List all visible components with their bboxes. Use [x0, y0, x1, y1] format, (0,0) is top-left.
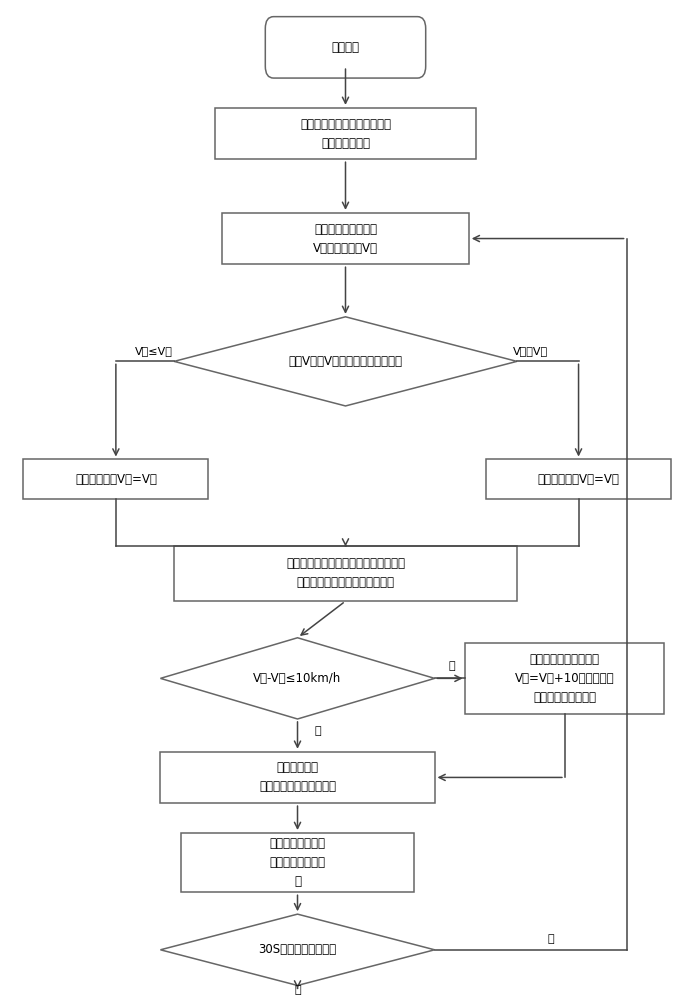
Bar	[486, 459, 671, 499]
Bar	[160, 752, 435, 803]
Text: 实时采集车辆运行状态信息与
路段能见度信息: 实时采集车辆运行状态信息与 路段能见度信息	[300, 118, 391, 150]
Bar	[216, 108, 475, 159]
Text: 否: 否	[448, 661, 455, 671]
Polygon shape	[174, 317, 517, 406]
Bar	[23, 459, 209, 499]
Text: 安全行驶车速V参=V均: 安全行驶车速V参=V均	[75, 473, 157, 486]
Text: 系统开始: 系统开始	[332, 41, 359, 54]
FancyBboxPatch shape	[265, 17, 426, 78]
Bar	[174, 546, 517, 601]
Text: 否: 否	[294, 985, 301, 995]
Text: 是: 是	[548, 934, 554, 944]
Text: V上-V下≤10km/h: V上-V下≤10km/h	[254, 672, 341, 685]
Text: 确定最佳车速
其值为优化后的参考车速: 确定最佳车速 其值为优化后的参考车速	[259, 761, 336, 793]
Text: 是: 是	[314, 726, 321, 736]
Bar	[466, 643, 664, 714]
Text: 优化上游路段参考车速
V上=V下+10；优化过程
中采取分步降速处理: 优化上游路段参考车速 V上=V下+10；优化过程 中采取分步降速处理	[515, 653, 615, 704]
Text: V均＞V安: V均＞V安	[513, 346, 548, 356]
Text: 确定各路段参考车速，对相邻路段上下
游参考车速差是否过大进行判定: 确定各路段参考车速，对相邻路段上下 游参考车速差是否过大进行判定	[286, 557, 405, 589]
Polygon shape	[160, 638, 435, 719]
Text: 30S工作周期是否结束: 30S工作周期是否结束	[258, 943, 337, 956]
Text: 将最佳车速发送给
路段上相对应的车
辆: 将最佳车速发送给 路段上相对应的车 辆	[269, 837, 325, 888]
Text: 比较V均与V安，确定路段参考车速: 比较V均与V安，确定路段参考车速	[289, 355, 402, 368]
Bar	[222, 213, 469, 264]
Text: V均≤V安: V均≤V安	[135, 346, 173, 356]
Bar	[181, 833, 414, 892]
Polygon shape	[160, 914, 435, 985]
Text: 安全行驶车速V参=V安: 安全行驶车速V参=V安	[538, 473, 620, 486]
Text: 计算出路段平均速度
V均与安全车速V安: 计算出路段平均速度 V均与安全车速V安	[313, 223, 378, 255]
